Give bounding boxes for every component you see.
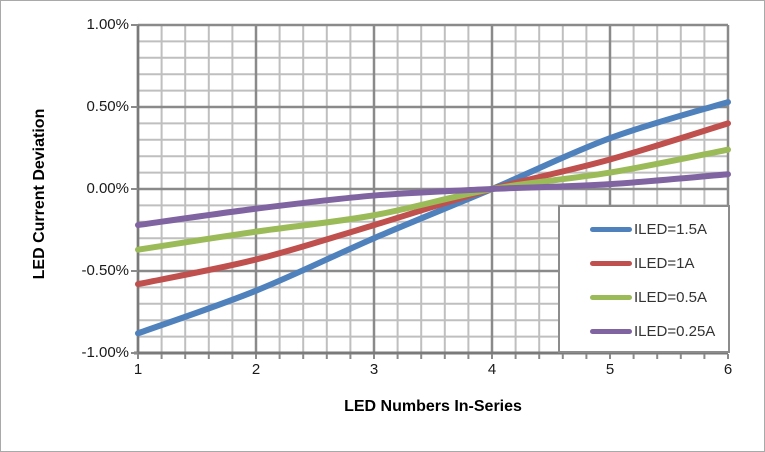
legend-item: ILED=1.5A	[560, 212, 728, 246]
y-tick-label: -1.00%	[81, 344, 129, 361]
x-tick-label: 1	[133, 361, 143, 378]
y-tick-label: -0.50%	[81, 262, 129, 279]
x-tick-label: 5	[605, 361, 615, 378]
series-line-ILED=0.5A	[135, 146, 731, 253]
x-tick-label: 3	[369, 361, 379, 378]
legend: ILED=1.5A ILED=1A ILED=0.5A ILED=0.25A	[558, 205, 730, 353]
legend-label: ILED=0.5A	[634, 288, 707, 306]
series-line-ILED=1A	[135, 120, 731, 288]
y-tick-label: 1.00%	[86, 16, 129, 33]
x-tick-label: 2	[251, 361, 261, 378]
y-tick-label: 0.00%	[86, 180, 129, 197]
legend-swatch-icon	[590, 260, 632, 266]
legend-item: ILED=0.25A	[560, 314, 728, 348]
y-tick-label: 0.50%	[86, 98, 129, 115]
legend-label: ILED=1A	[634, 254, 695, 272]
legend-swatch-icon	[590, 226, 632, 232]
series-line-ILED=0.25A	[135, 171, 731, 229]
legend-label: ILED=0.25A	[634, 322, 716, 340]
y-axis-title: LED Current Deviation	[31, 108, 48, 280]
x-axis-title: LED Numbers In-Series	[344, 398, 522, 415]
series-line-ILED=1.5A	[135, 99, 731, 337]
legend-item: ILED=1A	[560, 246, 728, 280]
legend-label: ILED=1.5A	[634, 220, 707, 238]
x-tick-label: 4	[487, 361, 497, 378]
legend-item: ILED=0.5A	[560, 280, 728, 314]
legend-swatch-icon	[590, 294, 632, 300]
x-tick-label: 6	[723, 361, 733, 378]
legend-swatch-icon	[590, 328, 632, 334]
